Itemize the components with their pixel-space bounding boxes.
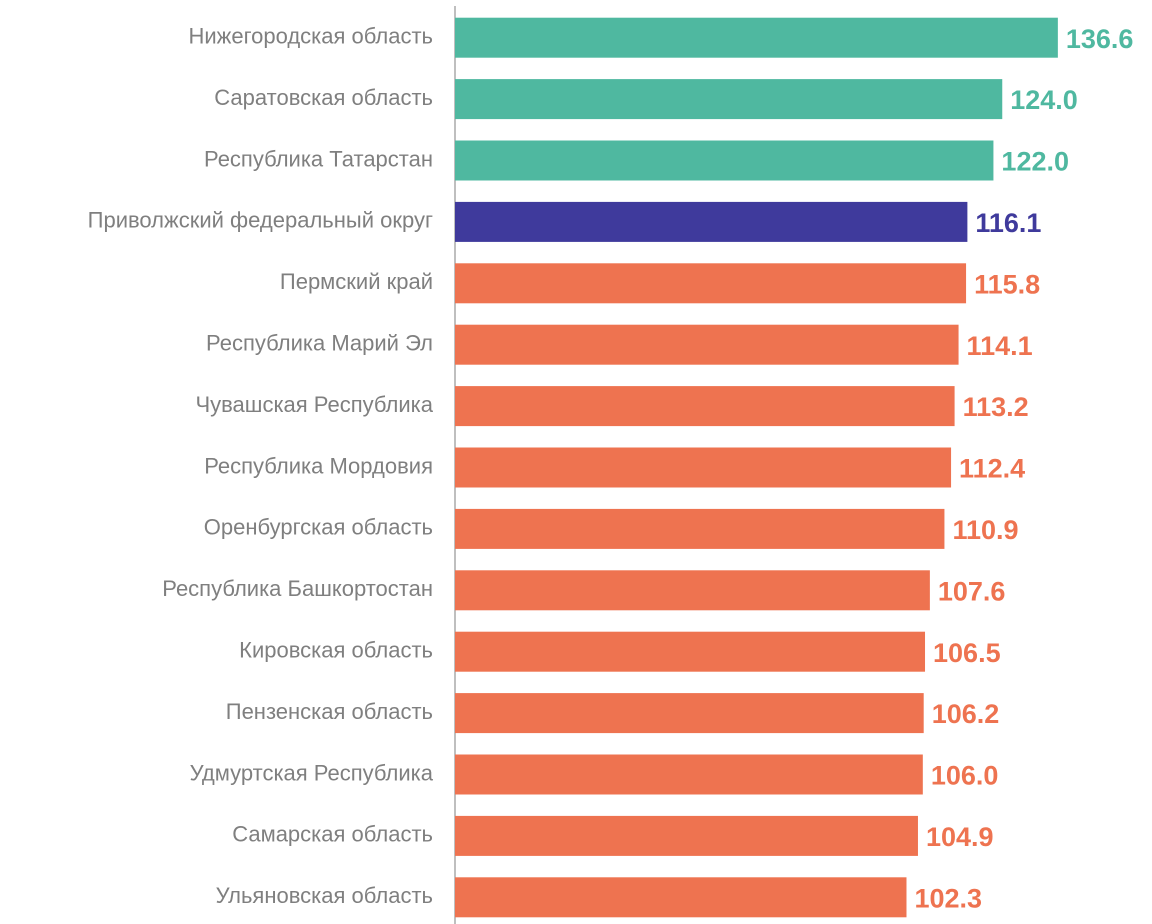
- value-label: 106.2: [932, 699, 1000, 729]
- value-label: 102.3: [914, 883, 982, 913]
- value-label: 113.2: [963, 392, 1029, 422]
- category-label: Республика Татарстан: [204, 146, 433, 171]
- bar: [455, 877, 907, 918]
- value-label: 114.1: [967, 331, 1033, 361]
- category-label: Приволжский федеральный округ: [88, 208, 433, 233]
- bar: [455, 815, 918, 856]
- bar: [455, 79, 1003, 120]
- value-label: 124.0: [1010, 85, 1078, 115]
- category-label: Пермский край: [280, 269, 433, 294]
- bar: [455, 508, 945, 549]
- bar: [455, 201, 968, 242]
- value-label: 116.1: [975, 208, 1041, 238]
- value-label: 110.9: [952, 515, 1018, 545]
- bar: [455, 754, 923, 795]
- bar: [455, 386, 955, 427]
- category-label: Удмуртская Республика: [190, 760, 434, 785]
- value-label: 104.9: [926, 822, 994, 852]
- category-label: Республика Башкортостан: [162, 576, 433, 601]
- category-label: Чувашская Республика: [195, 392, 433, 417]
- category-label: Республика Мордовия: [204, 453, 433, 478]
- bar: [455, 17, 1058, 58]
- bar: [455, 324, 959, 365]
- category-label: Кировская область: [239, 638, 433, 663]
- category-label: Ульяновская область: [216, 883, 433, 908]
- value-label: 122.0: [1001, 147, 1069, 177]
- category-label: Самарская область: [232, 822, 433, 847]
- bar: [455, 140, 994, 181]
- value-label: 107.6: [938, 576, 1006, 606]
- value-label: 136.6: [1066, 24, 1134, 54]
- bar: [455, 263, 967, 304]
- bar: [455, 570, 930, 611]
- category-label: Саратовская область: [214, 85, 433, 110]
- value-label: 106.5: [933, 638, 1001, 668]
- value-label: 115.8: [974, 269, 1040, 299]
- category-label: Республика Марий Эл: [206, 331, 433, 356]
- value-label: 112.4: [959, 454, 1025, 484]
- bar: [455, 693, 924, 734]
- category-label: Нижегородская область: [188, 24, 433, 49]
- category-label: Оренбургская область: [204, 515, 433, 540]
- value-label: 106.0: [931, 761, 999, 791]
- bar: [455, 447, 952, 488]
- bar: [455, 631, 926, 672]
- category-label: Пензенская область: [226, 699, 433, 724]
